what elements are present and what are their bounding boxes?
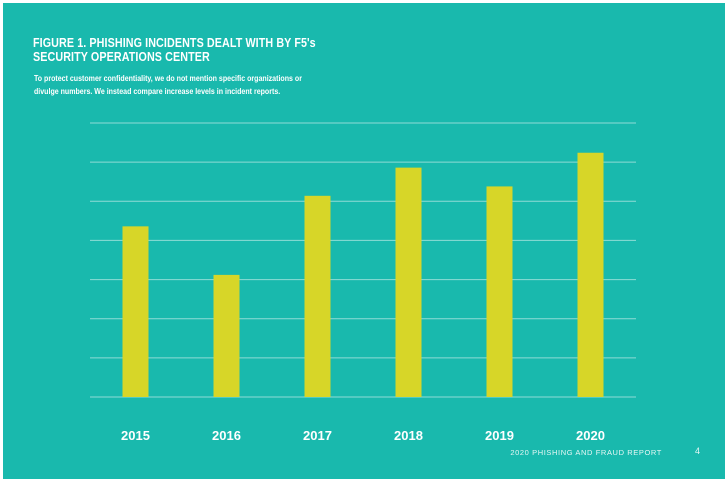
chart-title-line1: FIGURE 1. PHISHING INCIDENTS DEALT WITH … (33, 36, 316, 50)
report-slide: FIGURE 1. PHISHING INCIDENTS DEALT WITH … (3, 3, 725, 479)
x-tick-label-2020: 2020 (576, 428, 605, 443)
chart-subtitle-line1: To protect customer confidentiality, we … (34, 73, 302, 83)
bar-2015 (122, 226, 149, 397)
chart-subtitle: To protect customer confidentiality, we … (34, 72, 313, 97)
bar-2017 (304, 195, 331, 397)
x-tick-label-2017: 2017 (303, 428, 332, 443)
bar-chart: 2015 2016 2017 2018 2019 2020 (90, 122, 636, 443)
page-number: 4 (694, 446, 700, 456)
chart-subtitle-line2: divulge numbers. We instead compare incr… (34, 85, 281, 96)
report-name: 2020 PHISHING AND FRAUD REPORT (510, 448, 662, 457)
bar-2020 (577, 152, 604, 397)
x-tick-label-2018: 2018 (394, 428, 423, 443)
x-tick-label-2016: 2016 (212, 428, 241, 443)
chart-title: FIGURE 1. PHISHING INCIDENTS DEALT WITH … (33, 36, 411, 64)
bar-2018 (395, 167, 422, 397)
bar-2016 (213, 274, 240, 397)
x-tick-label-2015: 2015 (121, 428, 150, 443)
bar-2019 (486, 186, 513, 397)
x-tick-label-2019: 2019 (485, 428, 514, 443)
chart-title-line2: SECURITY OPERATIONS CENTER (33, 50, 210, 64)
